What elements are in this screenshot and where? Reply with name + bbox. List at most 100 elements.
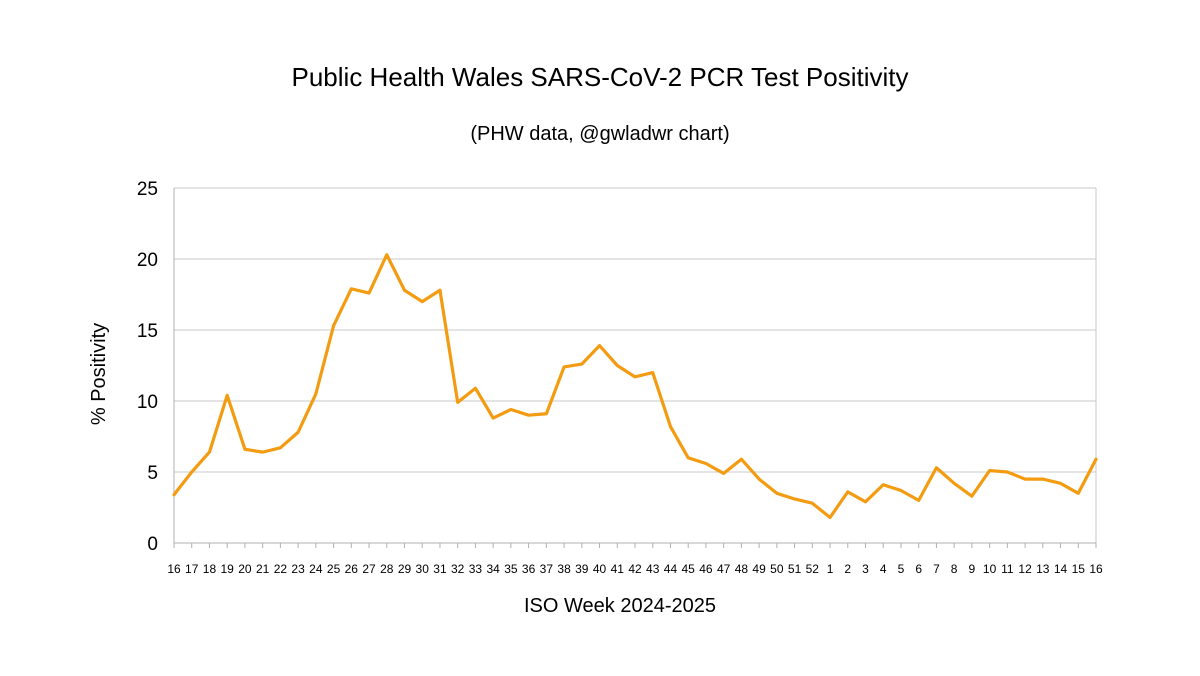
data-point xyxy=(686,456,690,459)
x-tick-label: 16 xyxy=(1089,562,1103,576)
x-tick-label: 33 xyxy=(469,562,483,576)
data-point xyxy=(279,446,282,450)
x-axis-label: ISO Week 2024-2025 xyxy=(524,595,716,617)
data-point xyxy=(527,414,530,417)
data-point xyxy=(775,492,779,495)
x-tick-label: 36 xyxy=(522,562,536,576)
data-point xyxy=(1041,477,1045,481)
x-tick-label: 30 xyxy=(416,562,430,576)
data-point xyxy=(633,375,637,379)
data-point xyxy=(917,499,920,502)
data-point xyxy=(793,497,796,501)
data-point xyxy=(669,425,672,428)
x-tick-label: 6 xyxy=(915,562,922,576)
data-point xyxy=(403,289,406,292)
x-tick-label: 25 xyxy=(327,562,341,576)
series xyxy=(172,253,1098,520)
data-point xyxy=(314,392,318,396)
data-point xyxy=(864,500,867,504)
x-tick-label: 34 xyxy=(486,562,500,576)
data-point xyxy=(296,431,300,434)
axes xyxy=(173,188,1097,548)
data-point xyxy=(740,458,743,461)
x-tick-label: 51 xyxy=(788,562,802,576)
y-tick-label: 5 xyxy=(147,463,158,484)
data-point xyxy=(350,287,353,291)
x-tick-label: 14 xyxy=(1054,562,1068,576)
x-tick-label: 29 xyxy=(398,562,412,576)
x-tick-label: 27 xyxy=(362,562,376,576)
x-tick-label: 49 xyxy=(752,562,766,576)
x-tick-label: 8 xyxy=(951,562,958,576)
x-tick-label: 4 xyxy=(880,562,887,576)
data-point xyxy=(491,416,495,420)
y-tick-label: 0 xyxy=(147,534,158,555)
x-tick-label: 1 xyxy=(827,562,834,576)
y-tick-labels: 0 5 10 15 20 25 xyxy=(137,179,158,555)
data-point xyxy=(225,394,229,397)
x-tick-label: 45 xyxy=(682,562,696,576)
x-tick-label: 52 xyxy=(806,562,820,576)
x-tick-label: 13 xyxy=(1036,562,1050,576)
x-tick-label: 18 xyxy=(203,562,217,576)
x-tick-label: 28 xyxy=(380,562,394,576)
data-point xyxy=(456,401,459,404)
data-point xyxy=(1023,477,1027,481)
x-tick-label: 44 xyxy=(664,562,678,576)
x-tick-label: 48 xyxy=(735,562,749,576)
data-point xyxy=(208,450,211,454)
x-tick-label: 39 xyxy=(575,562,589,576)
data-point xyxy=(332,324,335,327)
x-tick-label: 50 xyxy=(770,562,784,576)
x-tick-label: 32 xyxy=(451,562,465,576)
series-line xyxy=(172,253,1098,520)
x-tick-label: 35 xyxy=(504,562,518,576)
data-point xyxy=(438,289,442,292)
x-tick-label: 26 xyxy=(345,562,359,576)
data-point xyxy=(828,516,832,519)
data-point xyxy=(1059,482,1062,485)
data-point xyxy=(598,344,601,347)
data-point xyxy=(722,472,725,475)
data-point xyxy=(385,253,388,256)
x-tick-label: 40 xyxy=(593,562,607,576)
x-tick-label: 42 xyxy=(628,562,642,576)
grid-lines xyxy=(174,187,1096,544)
data-point xyxy=(935,466,938,469)
x-tick-label: 24 xyxy=(309,562,323,576)
y-axis-label: % Positivity xyxy=(88,323,110,425)
y-tick-label: 15 xyxy=(137,321,158,342)
x-tick-label: 37 xyxy=(540,562,554,576)
data-point xyxy=(1006,470,1009,474)
data-point xyxy=(243,448,247,451)
data-point xyxy=(562,365,566,369)
x-tick-label: 20 xyxy=(238,562,252,576)
data-point xyxy=(651,371,654,374)
chart-title: Public Health Wales SARS-CoV-2 PCR Test … xyxy=(291,62,909,92)
x-tick-label: 16 xyxy=(167,562,181,576)
x-tick-label: 41 xyxy=(611,562,625,576)
x-tick-label: 5 xyxy=(898,562,905,576)
data-point xyxy=(172,493,176,496)
x-tick-label: 2 xyxy=(844,562,851,576)
y-tick-label: 20 xyxy=(137,250,158,271)
x-tick-labels: 16 17 18 19 20 21 22 23 24 25 26 27 28 29 30 31 32 33 34 35… xyxy=(167,562,1103,576)
data-point xyxy=(421,300,424,303)
y-tick-label: 25 xyxy=(137,179,158,200)
x-tick-label: 31 xyxy=(433,562,447,576)
chart-subtitle: (PHW data, @gwladwr chart) xyxy=(470,123,730,145)
data-point xyxy=(899,489,903,492)
data-point xyxy=(1094,458,1098,461)
data-point xyxy=(261,450,264,454)
x-tick-label: 17 xyxy=(185,562,199,576)
data-point xyxy=(811,502,814,505)
x-tick-label: 7 xyxy=(933,562,940,576)
x-tick-label: 21 xyxy=(256,562,270,576)
x-tick-label: 46 xyxy=(699,562,713,576)
data-point xyxy=(367,291,371,295)
x-tick-label: 10 xyxy=(983,562,997,576)
data-point xyxy=(190,470,193,474)
x-tick-label: 9 xyxy=(969,562,976,576)
data-point xyxy=(988,469,991,472)
x-tick-label: 19 xyxy=(221,562,235,576)
